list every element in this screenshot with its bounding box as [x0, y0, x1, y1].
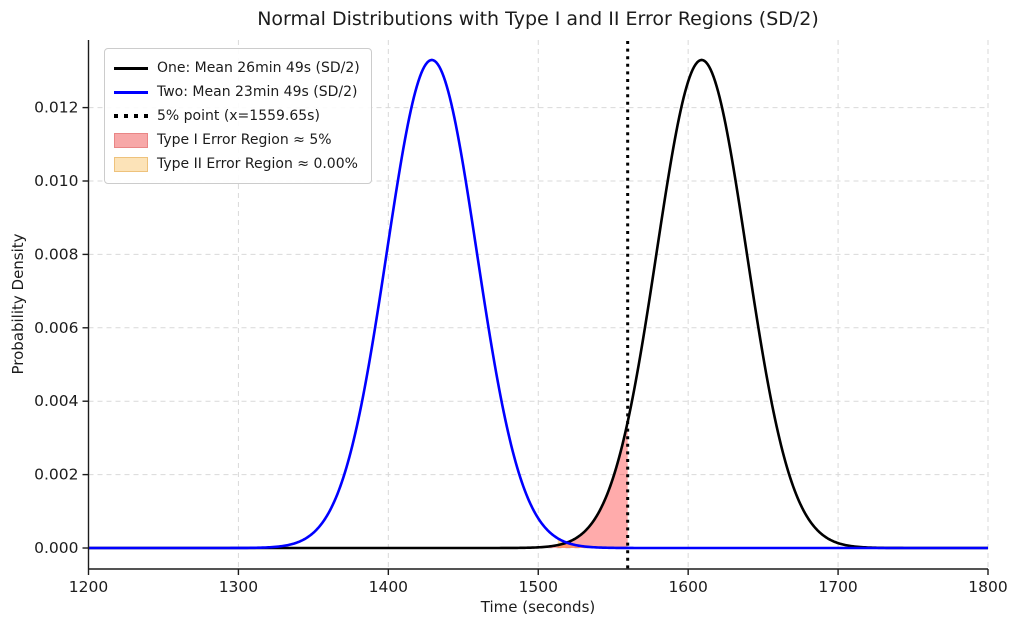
x-axis-label: Time (seconds)	[480, 598, 596, 616]
legend-line-swatch	[114, 90, 148, 94]
y-tick-label: 0.012	[34, 99, 78, 117]
legend-patch-swatch	[114, 132, 148, 148]
x-tick-label: 1500	[519, 578, 558, 596]
y-tick-label: 0.000	[34, 539, 78, 557]
legend-label: 5% point (x=1559.65s)	[157, 108, 320, 124]
legend-label: Two: Mean 23min 49s (SD/2)	[157, 84, 358, 100]
x-tick-label: 1800	[968, 578, 1007, 596]
legend-dotted-swatch	[114, 114, 148, 118]
x-tick-label: 1600	[668, 578, 707, 596]
y-tick-label: 0.002	[34, 466, 78, 484]
x-tick-label: 1300	[219, 578, 258, 596]
x-tick-label: 1200	[69, 578, 108, 596]
series-curve-two	[88, 58, 988, 550]
legend-patch-swatch	[114, 156, 148, 172]
chart-title: Normal Distributions with Type I and II …	[257, 8, 819, 30]
y-tick-label: 0.008	[34, 245, 78, 263]
legend-item-series-one: One: Mean 26min 49s (SD/2)	[114, 56, 360, 80]
legend-label: Type I Error Region ≈ 5%	[157, 132, 332, 148]
legend-item-region-2: Type II Error Region ≈ 0.00%	[114, 152, 360, 176]
legend-line-swatch	[114, 66, 148, 70]
x-tick-label: 1400	[369, 578, 408, 596]
legend-item-series-two: Two: Mean 23min 49s (SD/2)	[114, 80, 360, 104]
y-axis-label: Probability Density	[9, 233, 27, 375]
x-tick-label: 1700	[818, 578, 857, 596]
legend-label: Type II Error Region ≈ 0.00%	[157, 156, 358, 172]
legend-item-region-1: Type I Error Region ≈ 5%	[114, 128, 360, 152]
legend-item-cutoff: 5% point (x=1559.65s)	[114, 104, 360, 128]
y-tick-label: 0.004	[34, 392, 78, 410]
legend: One: Mean 26min 49s (SD/2) Two: Mean 23mi…	[104, 48, 372, 184]
legend-label: One: Mean 26min 49s (SD/2)	[157, 60, 360, 76]
y-tick-label: 0.006	[34, 319, 78, 337]
y-tick-label: 0.010	[34, 172, 78, 190]
